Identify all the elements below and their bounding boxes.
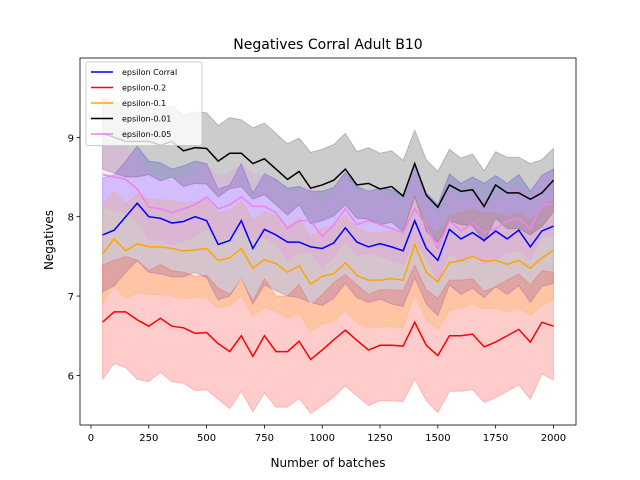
series-line <box>102 173 554 251</box>
y-tick-label: 7 <box>68 292 74 303</box>
x-tick-label: 500 <box>197 433 216 444</box>
legend-label: epsilon-0.1 <box>122 99 166 108</box>
series-line <box>101 237 554 286</box>
std-band <box>102 96 554 244</box>
chart-title: Negatives Corral Adult B10 <box>233 37 422 53</box>
y-tick-label: 9 <box>68 133 74 144</box>
std-band <box>102 255 554 415</box>
series-line <box>102 311 554 361</box>
legend: epsilon Corral epsilon-0.2 epsilon-0.1 epsi… <box>85 61 203 146</box>
x-tick-label: 1750 <box>483 433 508 444</box>
x-tick-label: 750 <box>255 433 274 444</box>
y-tick-label: 8 <box>68 213 74 224</box>
x-tick-label: 1000 <box>309 433 334 444</box>
x-tick-label: 0 <box>88 433 94 444</box>
plot-frame <box>79 57 577 426</box>
legend-box <box>85 61 203 146</box>
x-axis-label: Number of batches <box>271 456 386 470</box>
y-tick-label: 6 <box>68 371 74 382</box>
x-tick-label: 250 <box>139 433 158 444</box>
legend-label: epsilon Corral <box>122 68 177 77</box>
legend-label: epsilon-0.05 <box>122 130 171 139</box>
std-band <box>102 190 554 333</box>
legend-label: epsilon-0.2 <box>122 84 166 93</box>
series-line <box>102 202 554 262</box>
series-line <box>102 132 555 209</box>
legend-label: epsilon-0.01 <box>122 115 171 124</box>
x-tick-label: 1500 <box>425 433 450 444</box>
x-tick-label: 1250 <box>367 433 392 444</box>
x-tick-label: 2000 <box>541 433 566 444</box>
y-axis-label: Negatives <box>42 210 56 270</box>
